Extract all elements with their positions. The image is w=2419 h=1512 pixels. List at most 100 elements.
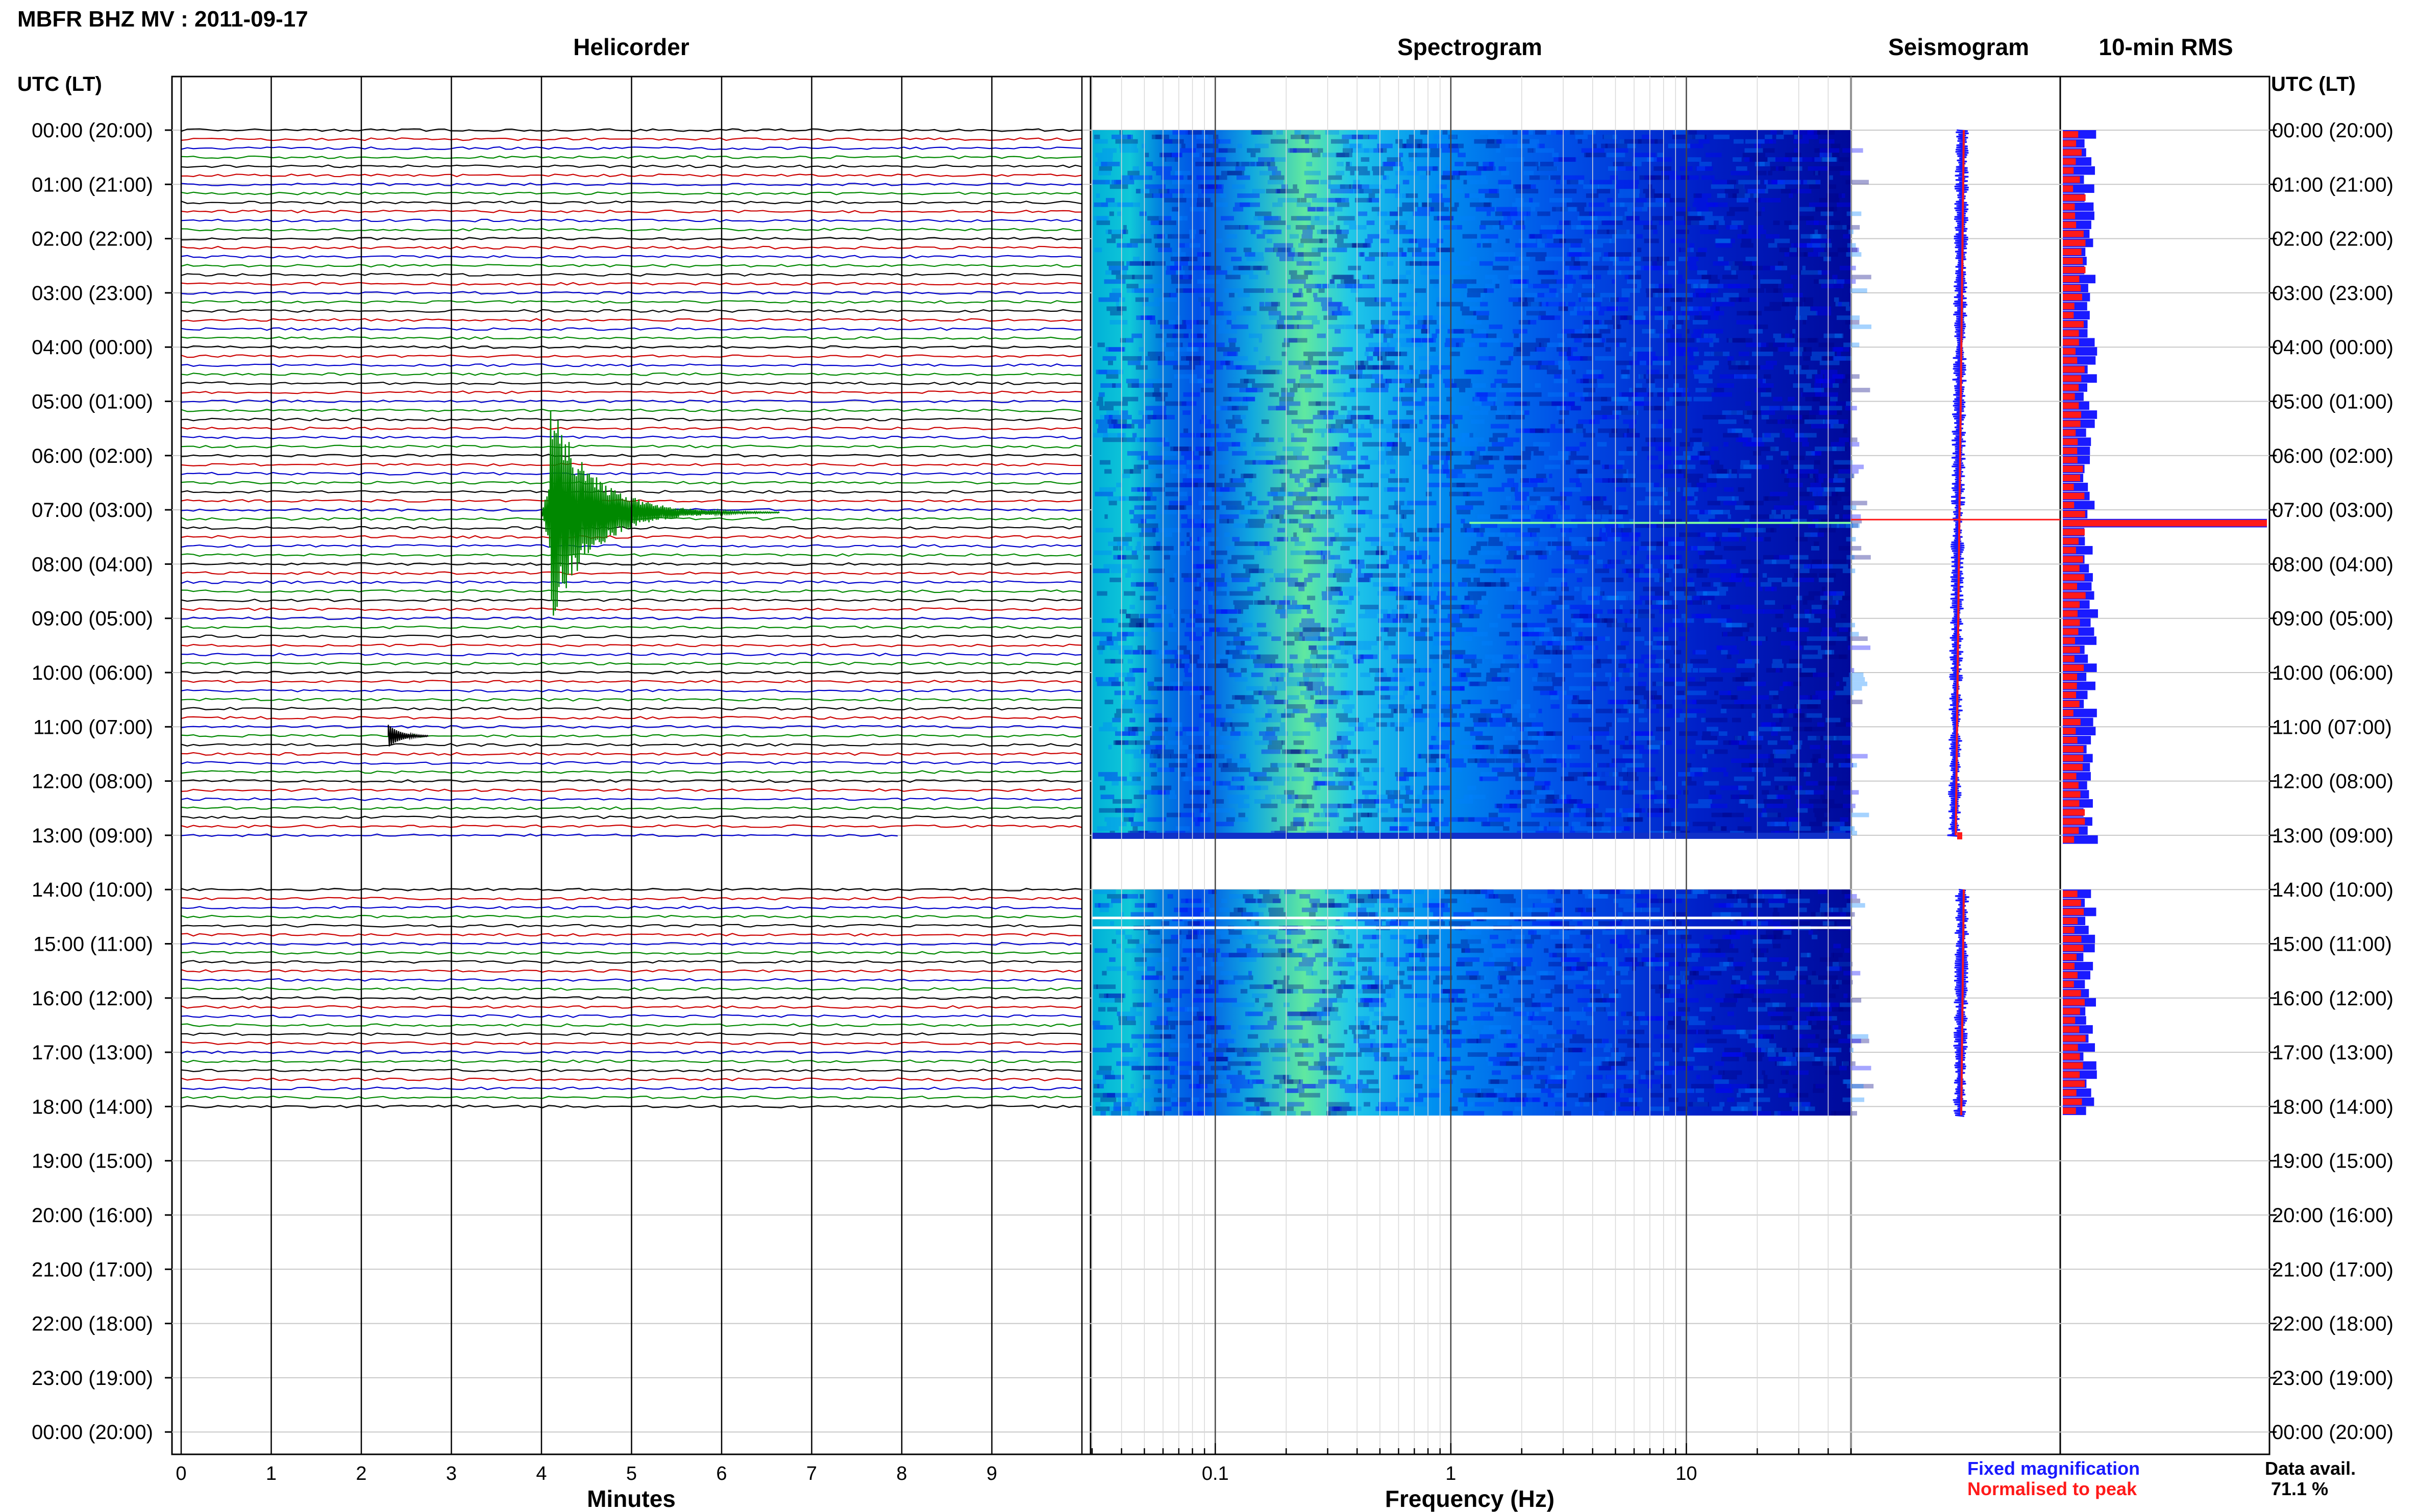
spectrogram-cell (1467, 758, 1477, 763)
spectrogram-cell (1386, 379, 1402, 384)
spectrogram-cell (1318, 288, 1325, 293)
spectrogram-cell (1147, 758, 1154, 763)
spectrogram-cell (1107, 261, 1124, 266)
spectrogram-cell (1842, 447, 1847, 451)
spectrogram-cell (1517, 822, 1540, 827)
spectrogram-cell (1200, 790, 1210, 795)
spectrogram-cell (1826, 419, 1848, 424)
spectrogram-cell (1743, 921, 1747, 926)
spectrogram-cell (1742, 153, 1765, 158)
spectrogram-cell (1790, 564, 1811, 569)
spectrogram-cell (1151, 627, 1164, 632)
spectrogram-cell (1571, 613, 1588, 618)
spectrogram-cell (1101, 202, 1120, 207)
spectrogram-cell (1326, 464, 1341, 469)
spectrogram-cell (1662, 270, 1679, 275)
spectrogram-cell (1838, 193, 1845, 198)
spectrogram-cell (1726, 474, 1731, 479)
spectrogram-cell (1110, 311, 1123, 316)
spectrogram-cell (1221, 216, 1234, 221)
spectrogram-cell (1505, 586, 1524, 591)
spectrogram-cell (1796, 306, 1811, 311)
spectrogram-cell (1422, 826, 1436, 831)
spectrogram-cell (1111, 681, 1124, 686)
spectrogram-cell (1460, 306, 1470, 311)
spectrogram-cell (1529, 659, 1538, 664)
spectrogram-cell (1100, 383, 1122, 388)
spectrogram-cell (1557, 406, 1566, 411)
spectrogram-cell (1598, 785, 1621, 790)
spectrogram-cell (1691, 889, 1705, 895)
spectrogram-cell (1358, 577, 1370, 582)
spectrogram-cell (1750, 903, 1762, 908)
spectrogram-cell (1113, 799, 1132, 804)
spectrogram-cell (1661, 898, 1682, 903)
spectrogram-cell (1293, 817, 1304, 822)
spectrogram-cell (1270, 663, 1293, 668)
spectrogram-cell (1743, 464, 1762, 469)
spectrogram-cell (1659, 510, 1671, 514)
spectrogram-cell (1836, 352, 1841, 356)
spectrogram-cell (1253, 265, 1268, 270)
spectrogram-cell (1547, 618, 1558, 623)
spectrogram-cell (1220, 360, 1234, 365)
spectrogram-cell (1340, 184, 1351, 189)
spectrogram-cell (1837, 279, 1856, 284)
spectrogram-cell (1337, 153, 1352, 158)
spectrogram-cell (1734, 374, 1758, 379)
spectrogram-cell (1574, 673, 1596, 677)
spectrogram-cell (1337, 731, 1354, 736)
spectrogram-cell (1374, 686, 1389, 691)
spectrogram-cell (1470, 383, 1486, 388)
spectrogram-cell (1504, 736, 1515, 740)
spectrogram-cell (1205, 559, 1224, 564)
spectrogram-cell (1791, 419, 1805, 424)
spectrogram-cell (1570, 754, 1580, 759)
spectrogram-cell (1445, 455, 1452, 460)
spectrogram-cell (1517, 143, 1540, 148)
spectrogram-cell (1527, 148, 1536, 153)
spectrogram-cell (1480, 889, 1492, 895)
spectrogram-cell (1817, 722, 1824, 727)
spectrogram-cell (1172, 130, 1190, 135)
spectrogram-cell (1413, 668, 1420, 673)
spectrogram-cell (1756, 170, 1767, 176)
spectrogram-cell (1321, 501, 1343, 506)
spectrogram-cell (1787, 455, 1791, 460)
spectrogram-cell (1134, 903, 1157, 908)
spectrogram-cell (1175, 686, 1180, 691)
spectrogram-cell (1624, 275, 1630, 280)
spectrogram-cell (1592, 275, 1596, 280)
spectrogram-cell (1480, 338, 1502, 343)
spectrogram-cell (1708, 749, 1714, 754)
spectrogram-cell (1336, 609, 1345, 614)
spectrogram-cell (1334, 311, 1350, 316)
spectrogram-cell (1508, 415, 1525, 419)
spectrogram-cell (1702, 487, 1707, 492)
spectrogram-cell (1729, 930, 1737, 935)
spectrogram-cell (1814, 229, 1818, 234)
spectrogram-cell (1827, 776, 1837, 781)
spectrogram-cell (1596, 189, 1611, 194)
spectrogram-cell (1789, 817, 1798, 822)
spectrogram-cell (1696, 252, 1706, 257)
spectrogram-cell (1766, 184, 1786, 189)
spectrogram-cell (1689, 437, 1702, 442)
spectrogram-cell (1749, 912, 1754, 917)
spectrogram-cell (1108, 415, 1132, 419)
spectrogram-cell (1608, 700, 1631, 705)
spectrogram-cell (1577, 907, 1586, 912)
spectrogram-cell (1570, 451, 1577, 456)
spectrogram-cell (1516, 189, 1539, 194)
spectrogram-cell (1644, 568, 1662, 574)
spectrogram-cell (1569, 478, 1580, 483)
spectrogram-cell (1440, 898, 1458, 903)
spectrogram-cell (1398, 573, 1405, 578)
spectrogram-cell (1797, 338, 1817, 343)
spectrogram-cell (1473, 600, 1478, 605)
spectrogram-cell (1535, 257, 1545, 261)
spectrogram-cell (1430, 713, 1452, 718)
spectrogram-cell (1189, 659, 1198, 664)
spectrogram-cell (1664, 573, 1669, 578)
spectrogram-cell (1662, 740, 1672, 745)
